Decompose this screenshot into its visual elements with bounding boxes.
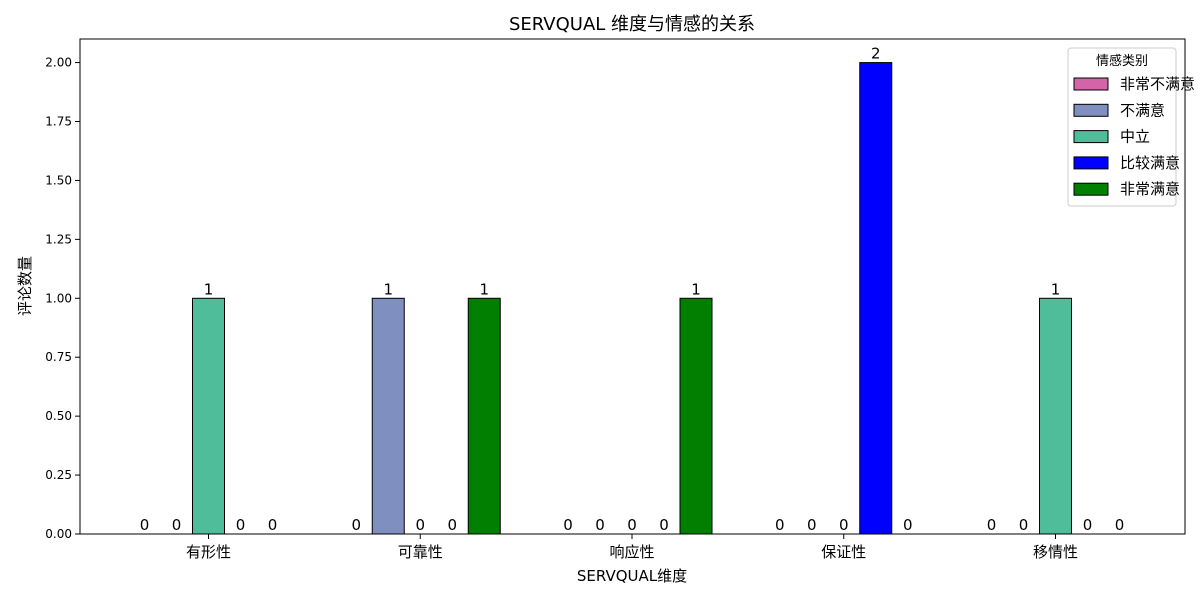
- data-label: 0: [775, 516, 785, 534]
- x-tick-label: 移情性: [1033, 543, 1078, 561]
- plot-frame: [79, 38, 1186, 535]
- y-tick-label: 1.25: [45, 232, 72, 246]
- plot-area: 0.000.250.500.751.001.251.501.752.00有形性0…: [45, 38, 1186, 561]
- data-label: 1: [691, 280, 701, 298]
- chart-title: SERVQUAL 维度与情感的关系: [509, 14, 755, 35]
- data-label: 0: [351, 516, 361, 534]
- legend-swatch: [1073, 182, 1109, 196]
- x-tick-label: 保证性: [821, 543, 866, 561]
- legend-swatch: [1073, 103, 1109, 117]
- legend-title: 情感类别: [1096, 53, 1148, 69]
- y-tick-label: 1.75: [45, 115, 72, 129]
- bar-可靠性-非常满意: [467, 297, 501, 535]
- data-label: 0: [839, 516, 849, 534]
- bar-有形性-中立: [192, 297, 225, 535]
- y-tick-label: 0.75: [45, 350, 72, 364]
- x-axis-label: SERVQUAL维度: [577, 567, 687, 585]
- data-label: 0: [563, 516, 573, 534]
- data-label: 0: [415, 516, 425, 534]
- legend-swatch: [1073, 156, 1109, 170]
- bar-移情性-中立: [1039, 297, 1072, 535]
- legend-label: 非常不满意: [1120, 75, 1195, 93]
- data-label: 0: [659, 516, 669, 534]
- data-label: 0: [140, 516, 150, 534]
- y-tick-label: 0.25: [45, 468, 72, 482]
- legend-label: 中立: [1120, 128, 1150, 146]
- data-label: 0: [1019, 516, 1029, 534]
- y-axis-label: 评论数量: [16, 256, 34, 316]
- data-label: 0: [1115, 516, 1125, 534]
- y-tick-label: 2.00: [45, 56, 72, 70]
- data-label: 0: [903, 516, 913, 534]
- data-label: 0: [172, 516, 182, 534]
- y-tick-label: 1.00: [45, 291, 72, 305]
- data-label: 0: [1083, 516, 1093, 534]
- legend-swatch: [1073, 130, 1109, 144]
- legend-label: 非常满意: [1120, 180, 1180, 198]
- data-label: 2: [871, 45, 881, 63]
- data-label: 0: [595, 516, 605, 534]
- data-label: 0: [268, 516, 278, 534]
- y-tick-label: 0.50: [45, 409, 72, 423]
- data-label: 0: [447, 516, 457, 534]
- legend-swatch: [1073, 77, 1109, 91]
- bar-响应性-非常满意: [679, 297, 713, 535]
- x-tick-label: 可靠性: [398, 543, 443, 561]
- x-tick-label: 有形性: [186, 543, 231, 561]
- data-label: 0: [236, 516, 246, 534]
- data-label: 0: [987, 516, 997, 534]
- legend-label: 比较满意: [1120, 154, 1180, 172]
- y-tick-label: 1.50: [45, 173, 72, 187]
- data-label: 1: [1051, 280, 1061, 298]
- data-label: 1: [479, 280, 489, 298]
- data-label: 0: [807, 516, 817, 534]
- y-tick-label: 0.00: [45, 527, 72, 541]
- data-label: 1: [204, 280, 214, 298]
- data-label: 0: [627, 516, 637, 534]
- x-tick-label: 响应性: [609, 543, 654, 561]
- bar-可靠性-不满意: [371, 297, 405, 535]
- bar-保证性-比较满意: [859, 62, 893, 535]
- legend-label: 不满意: [1120, 101, 1165, 119]
- data-label: 1: [383, 280, 393, 298]
